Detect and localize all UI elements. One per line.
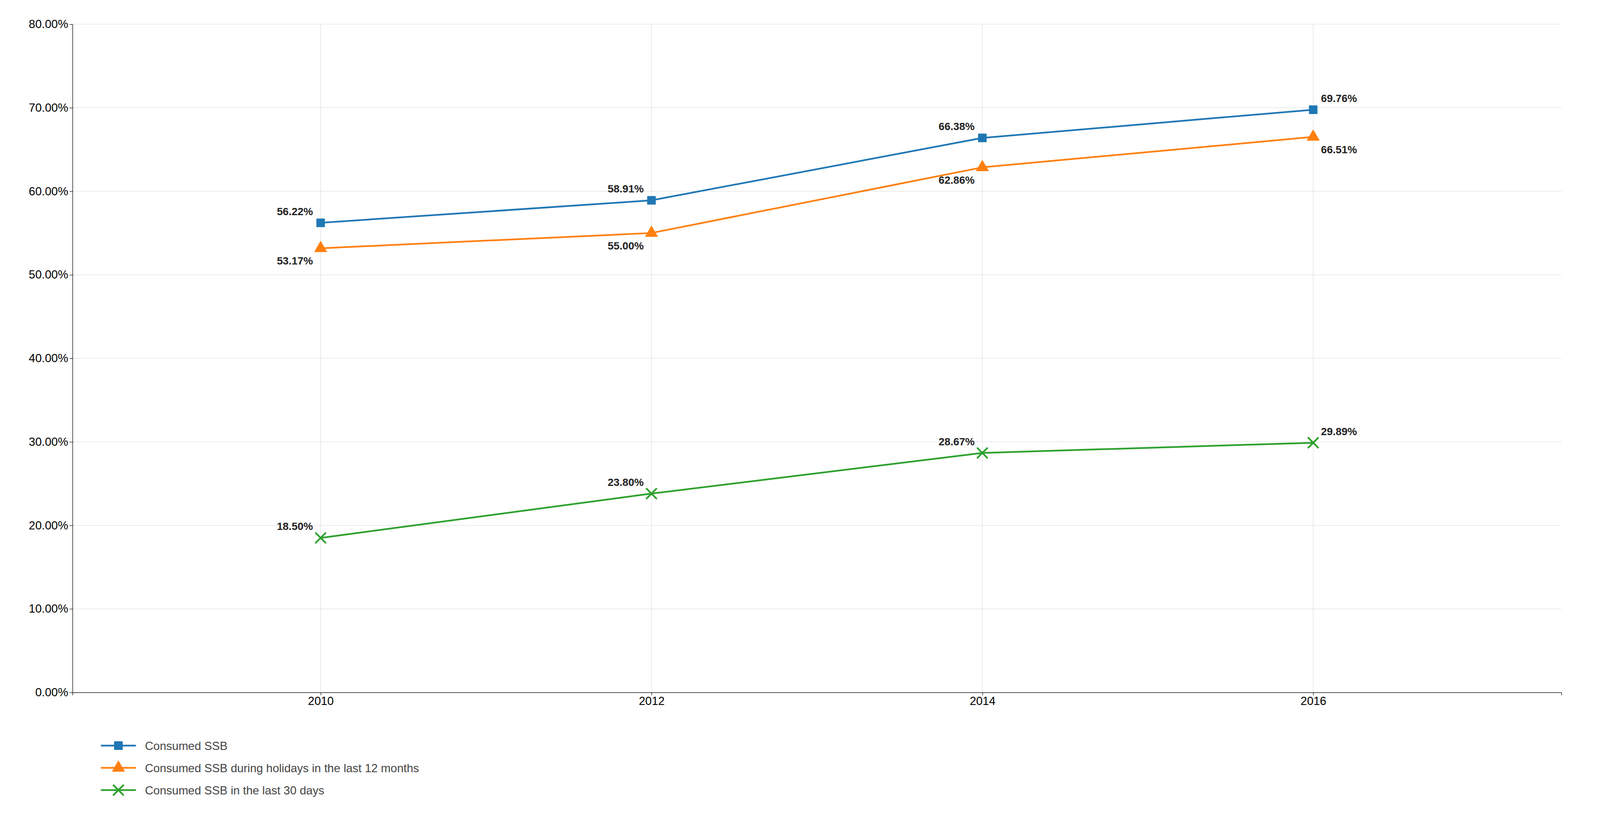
- tick: 30.00%: [28, 434, 73, 448]
- tick: 40.00%: [28, 351, 73, 365]
- data-label: 66.51%: [1321, 143, 1358, 156]
- legend: Consumed SSB Consumed SSB during holidays…: [101, 738, 419, 797]
- marker: [1307, 129, 1320, 141]
- marker: [1307, 437, 1319, 448]
- line: [320, 136, 1314, 248]
- data-label: 28.67%: [938, 435, 975, 448]
- legend-marker: [113, 784, 124, 795]
- grid-line-y: [72, 24, 1562, 25]
- tick-label: 2016: [1300, 693, 1327, 707]
- data-label: 53.17%: [276, 254, 314, 267]
- tick-label: 10.00%: [28, 601, 69, 615]
- legend-marker: [112, 760, 125, 771]
- marker: [976, 159, 989, 171]
- legend-item: Consumed SSB in the last 30 days: [101, 783, 325, 797]
- legend-item: Consumed SSB: [101, 738, 228, 752]
- tick: 70.00%: [28, 100, 73, 115]
- grid-line-y: [72, 274, 1562, 275]
- marker: [977, 447, 988, 459]
- marker: [315, 532, 326, 543]
- x-axis: 2010 2012 2014 2016: [72, 691, 1562, 707]
- marker: [646, 488, 657, 499]
- marker: [1309, 105, 1318, 115]
- tick: 2012: [638, 691, 665, 707]
- grid-line-y: [72, 441, 1562, 442]
- tick: 2016: [1300, 691, 1327, 707]
- tick-mark: [69, 24, 73, 25]
- legend-marker: [114, 741, 123, 750]
- data-label: 23.80%: [607, 475, 645, 489]
- plot: 2010 2012 2014 2016 0.00% 10.00% 20.00% 30.00% 4…: [28, 17, 1562, 707]
- tick-mark: [69, 107, 73, 109]
- data-labels: 56.22% 58.91% 66.38% 69.76% 53.17% 55.00% 62.8…: [276, 92, 1357, 533]
- axis-line: [72, 692, 1562, 696]
- data-label: 56.22%: [276, 205, 314, 218]
- tick-label: 30.00%: [28, 434, 69, 448]
- tick-mark: [69, 191, 73, 192]
- tick-mark: [69, 525, 73, 526]
- tick-label: 20.00%: [28, 518, 69, 532]
- tick-label: 60.00%: [28, 184, 69, 198]
- tick-mark: [69, 441, 73, 443]
- tick: 2014: [969, 691, 996, 707]
- data-label: 55.00%: [607, 239, 645, 252]
- tick: 60.00%: [28, 184, 73, 198]
- marker: [647, 196, 656, 205]
- tick-label: 50.00%: [28, 267, 69, 281]
- data-label: 66.38%: [938, 120, 975, 133]
- tick-label: 2010: [307, 693, 334, 707]
- tick-mark: [69, 691, 73, 693]
- data-label: 62.86%: [938, 173, 975, 187]
- legend-item: Consumed SSB during holidays in the last…: [101, 760, 419, 774]
- data-label: 69.76%: [1321, 92, 1358, 105]
- axis-line: [69, 24, 73, 693]
- tick-label: 80.00%: [28, 17, 69, 31]
- tick-label: 70.00%: [28, 100, 69, 115]
- grid-line-y: [72, 358, 1562, 359]
- grid-line-y: [72, 107, 1562, 108]
- marker: [314, 241, 327, 252]
- tick-mark: [69, 608, 73, 609]
- tick: 10.00%: [28, 601, 73, 615]
- grid-line-y: [72, 190, 1562, 192]
- marker: [645, 225, 658, 237]
- marker: [316, 218, 325, 227]
- tick-label: 40.00%: [28, 351, 69, 365]
- y-axis: 0.00% 10.00% 20.00% 30.00% 40.00% 50.00% 60.00…: [28, 17, 73, 699]
- grid: [72, 24, 1562, 692]
- legend-label: Consumed SSB in the last 30 days: [144, 783, 325, 797]
- tick: 20.00%: [28, 518, 73, 532]
- tick-mark: [69, 358, 73, 359]
- data-label: 58.91%: [607, 182, 645, 195]
- data-label: 29.89%: [1321, 425, 1358, 438]
- line: [320, 442, 1314, 538]
- series-group: [314, 105, 1320, 544]
- tick: 0.00%: [35, 685, 73, 699]
- tick: 80.00%: [28, 17, 73, 31]
- tick: 50.00%: [28, 267, 73, 281]
- tick-label: 0.00%: [35, 685, 69, 699]
- data-label: 18.50%: [276, 519, 314, 533]
- tick: 2010: [307, 691, 334, 707]
- marker: [978, 133, 987, 143]
- grid-line-y: [72, 608, 1562, 609]
- legend-label: Consumed SSB: [144, 738, 228, 752]
- tick-label: 2014: [969, 693, 996, 707]
- tick-label: 2012: [638, 693, 665, 707]
- line: [320, 109, 1314, 223]
- legend-label: Consumed SSB during holidays in the last…: [144, 761, 419, 775]
- chart: 2010 2012 2014 2016 0.00% 10.00% 20.00% 30.00% 4…: [0, 0, 1600, 822]
- tick-mark: [69, 274, 73, 275]
